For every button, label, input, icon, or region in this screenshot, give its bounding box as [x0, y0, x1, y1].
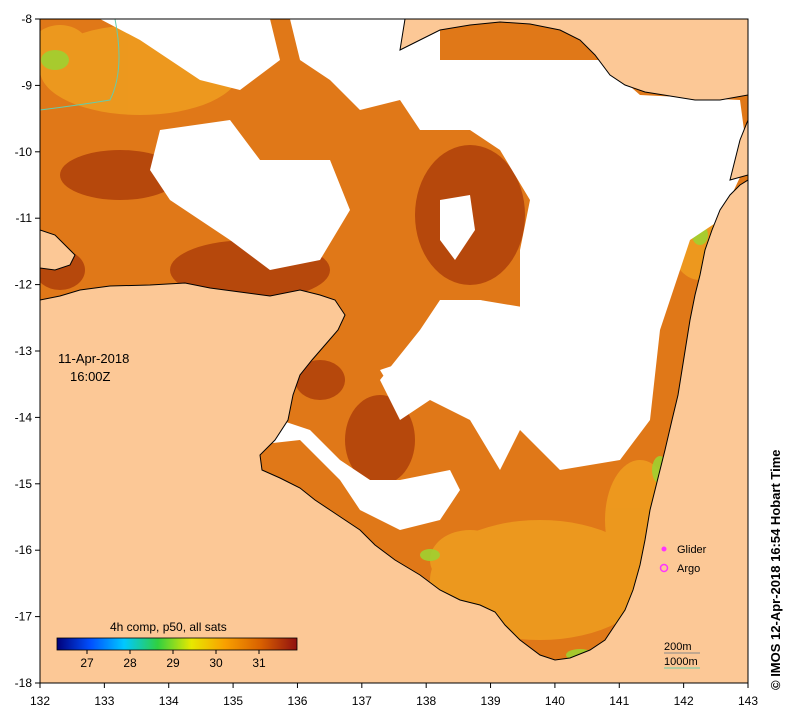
x-tick-label: 141: [609, 694, 629, 708]
legend-glider-label: Glider: [677, 544, 707, 556]
x-tick-label: 140: [545, 694, 565, 708]
y-tick-label: -16: [15, 543, 33, 557]
isobath-200m-label: 200m: [664, 641, 692, 653]
landmass-cape-york: [729, 119, 748, 181]
colorbar-tick-label: 29: [166, 656, 180, 670]
legend: Glider Argo: [659, 544, 707, 575]
x-tick-label: 133: [94, 694, 114, 708]
time-label: 16:00Z: [70, 369, 111, 384]
y-tick-label: -10: [15, 145, 33, 159]
landmass-northern-territory: [40, 179, 748, 683]
colorbar-ticks: 27 28 29 30 31: [80, 650, 266, 670]
y-tick-label: -15: [15, 477, 33, 491]
x-tick-label: 143: [738, 694, 758, 708]
y-tick-label: -18: [15, 676, 33, 690]
y-tick-label: -12: [15, 278, 33, 292]
y-tick-label: -13: [15, 344, 33, 358]
y-axis: -8 -9 -10 -11 -12 -13 -14 -15 -16 -17 -18: [15, 12, 40, 690]
colorbar-tick-label: 27: [80, 656, 94, 670]
date-label: 11-Apr-2018: [58, 351, 129, 366]
landmass-new-guinea: [399, 19, 748, 101]
colorbar-title: 4h comp, p50, all sats: [110, 620, 227, 634]
x-tick-label: 142: [674, 694, 694, 708]
landmass-tiwi: [40, 229, 76, 271]
x-tick-label: 136: [287, 694, 307, 708]
x-axis: 132 133 134 135 136 137 138 139 140 141 142 143: [30, 683, 758, 708]
colorbar: 4h comp, p50, all sats 27 28 29 30 31: [56, 620, 298, 670]
credit-label: © IMOS 12-Apr-2018 16:54 Hobart Time: [768, 449, 783, 690]
cloud-mask: [100, 19, 748, 530]
y-tick-label: -14: [15, 410, 33, 424]
land: [40, 19, 748, 683]
y-tick-label: -8: [21, 12, 32, 26]
legend-argo-label: Argo: [677, 563, 700, 575]
x-tick-label: 134: [159, 694, 179, 708]
x-tick-label: 139: [481, 694, 501, 708]
x-tick-label: 132: [30, 694, 50, 708]
colorbar-gradient: [56, 637, 298, 651]
x-tick-label: 135: [223, 694, 243, 708]
glider-marker-icon: [661, 546, 667, 552]
x-tick-label: 138: [416, 694, 436, 708]
argo-marker-icon: [659, 563, 669, 573]
colorbar-tick-label: 28: [123, 656, 137, 670]
colorbar-tick-label: 31: [252, 656, 266, 670]
isobath-1000m-label: 1000m: [664, 656, 698, 668]
y-tick-label: -11: [16, 211, 33, 225]
y-tick-label: -9: [21, 78, 32, 92]
y-tick-label: -17: [15, 610, 33, 624]
isobath-legend: 200m 1000m: [664, 641, 700, 669]
x-tick-label: 137: [352, 694, 372, 708]
colorbar-tick-label: 30: [209, 656, 223, 670]
isobath-1000m-line: [40, 19, 120, 111]
